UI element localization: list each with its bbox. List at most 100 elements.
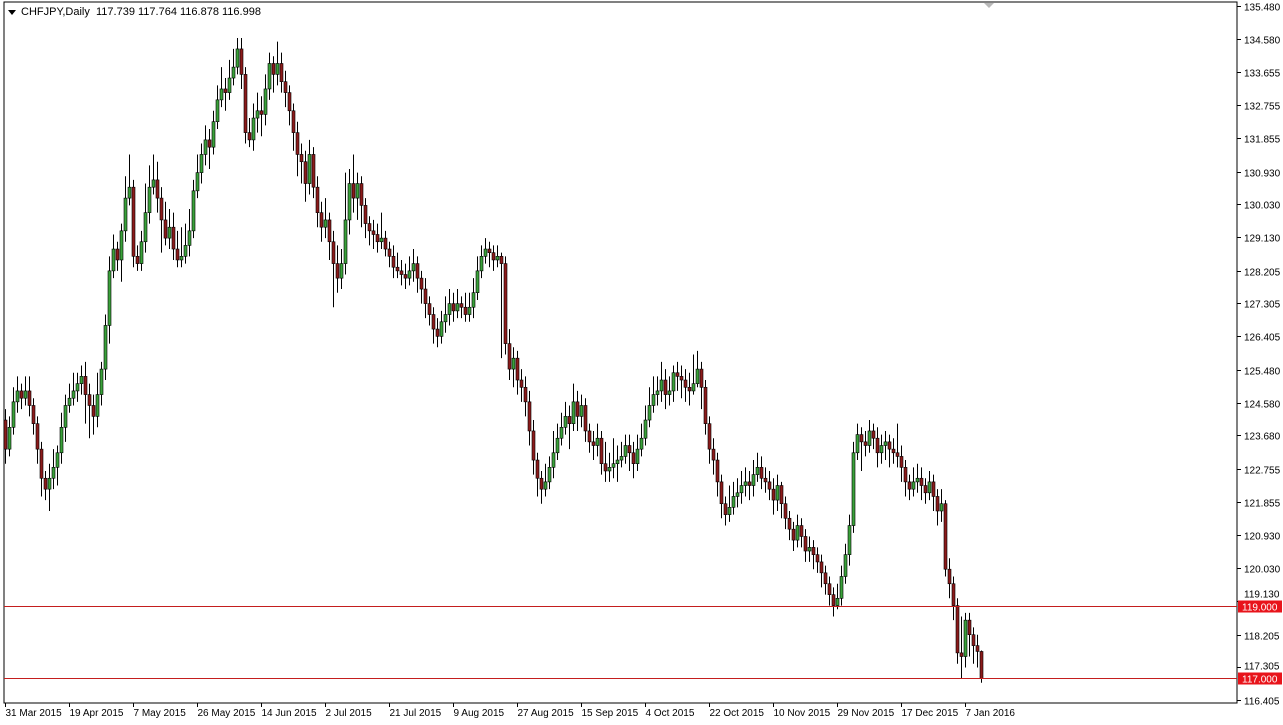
candle [107,256,112,344]
candle-body-bearish [827,583,832,595]
candle [895,423,900,468]
candle-body-bearish [567,416,572,424]
candle [903,460,908,497]
candle [659,361,664,402]
candle [455,289,460,319]
candle-body-bearish [787,517,792,530]
candle-body-bullish [455,303,460,312]
candle-body-bearish [303,161,308,184]
candle [175,230,180,268]
candle-body-bullish [927,481,932,494]
candle-body-bullish [731,496,736,508]
candle [431,307,436,344]
candle [607,452,612,482]
candle-body-bearish [243,74,248,133]
candle-body-bullish [639,437,644,450]
candle [439,310,444,344]
symbol-timeframe: CHFJPY,Daily [21,6,90,19]
candle [227,59,232,100]
candle-body-bullish [195,172,200,192]
candle-body-bearish [171,226,176,250]
candle-body-bullish [147,186,152,213]
candle-body-bullish [231,66,236,79]
candle-body-bearish [423,288,428,304]
candle [511,347,516,388]
candle [939,489,944,522]
candle-body-bullish [671,372,676,392]
candle-body-bearish [699,368,704,388]
candle-body-bullish [211,121,216,148]
candle [435,318,440,348]
candle [599,430,604,475]
candle [367,216,372,246]
candle-body-bearish [895,452,900,457]
candle-body-bullish [379,237,384,243]
chart-shift-marker-icon[interactable] [984,3,994,8]
candle-body-bearish [487,248,492,253]
candle-body-bullish [751,474,756,486]
candle [871,423,876,450]
candle [267,52,272,100]
price-tick-label: 127.305 [1244,300,1281,311]
candle [247,118,252,148]
candle-body-bullish [467,306,472,315]
candle [591,430,596,461]
candle [35,416,40,464]
candle-body-bearish [91,405,96,417]
candle [823,565,828,595]
candle-body-bullish [183,245,188,257]
candle-body-bearish [27,390,32,406]
candle [583,398,588,442]
candle [727,485,732,522]
candle-body-bullish [755,467,760,475]
candle-body-bearish [283,81,288,93]
candle-body-bearish [591,441,596,446]
candle-body-bearish [707,423,712,450]
candle [827,576,832,606]
time-axis[interactable]: 31 Mar 2015 19 Apr 2015 7 May 2015 26 May 2… [5,703,1016,719]
candle [375,223,380,253]
candle-body-bearish [427,303,432,315]
candle-body-bullish [847,525,852,555]
candle-body-bullish [739,485,744,494]
candle [283,70,288,108]
candle [135,245,140,271]
candle [419,270,424,304]
candle-body-bullish [655,390,660,395]
candle-body-bearish [83,376,88,395]
candle [91,394,96,435]
candle [703,380,708,435]
candle [643,405,648,446]
candle [143,183,148,253]
candle-body-bullish [691,383,696,392]
candle [211,110,216,155]
candle-body-bearish [959,652,964,657]
candle [51,449,56,490]
candle-body-bearish [331,241,336,264]
candle-body-bearish [403,274,408,279]
candle [179,227,184,268]
candle-body-bearish [319,212,324,228]
candle [883,430,888,461]
candle-body-bullish [727,507,732,515]
candle [363,198,368,239]
candle-body-bearish [175,248,180,261]
candle-body-bullish [67,397,72,406]
candle-body-bullish [63,405,68,428]
candle [975,634,980,668]
candle-body-bearish [931,481,936,497]
time-tick-label: 29 Nov 2015 [838,708,895,719]
price-axis[interactable]: 135.480 134.580 133.655 132.755 131.855 130.9… [1237,3,1281,708]
candle-body-bullish [11,401,16,428]
candle-body-bullish [59,427,64,454]
candle-body-bearish [39,448,44,479]
chart-menu-triangle-icon[interactable] [8,9,16,15]
candle [359,176,364,228]
candle [911,467,916,497]
candle [447,289,452,326]
candle [307,139,312,195]
candle [255,92,260,133]
candle-body-bearish [715,459,720,483]
candle [611,438,616,479]
